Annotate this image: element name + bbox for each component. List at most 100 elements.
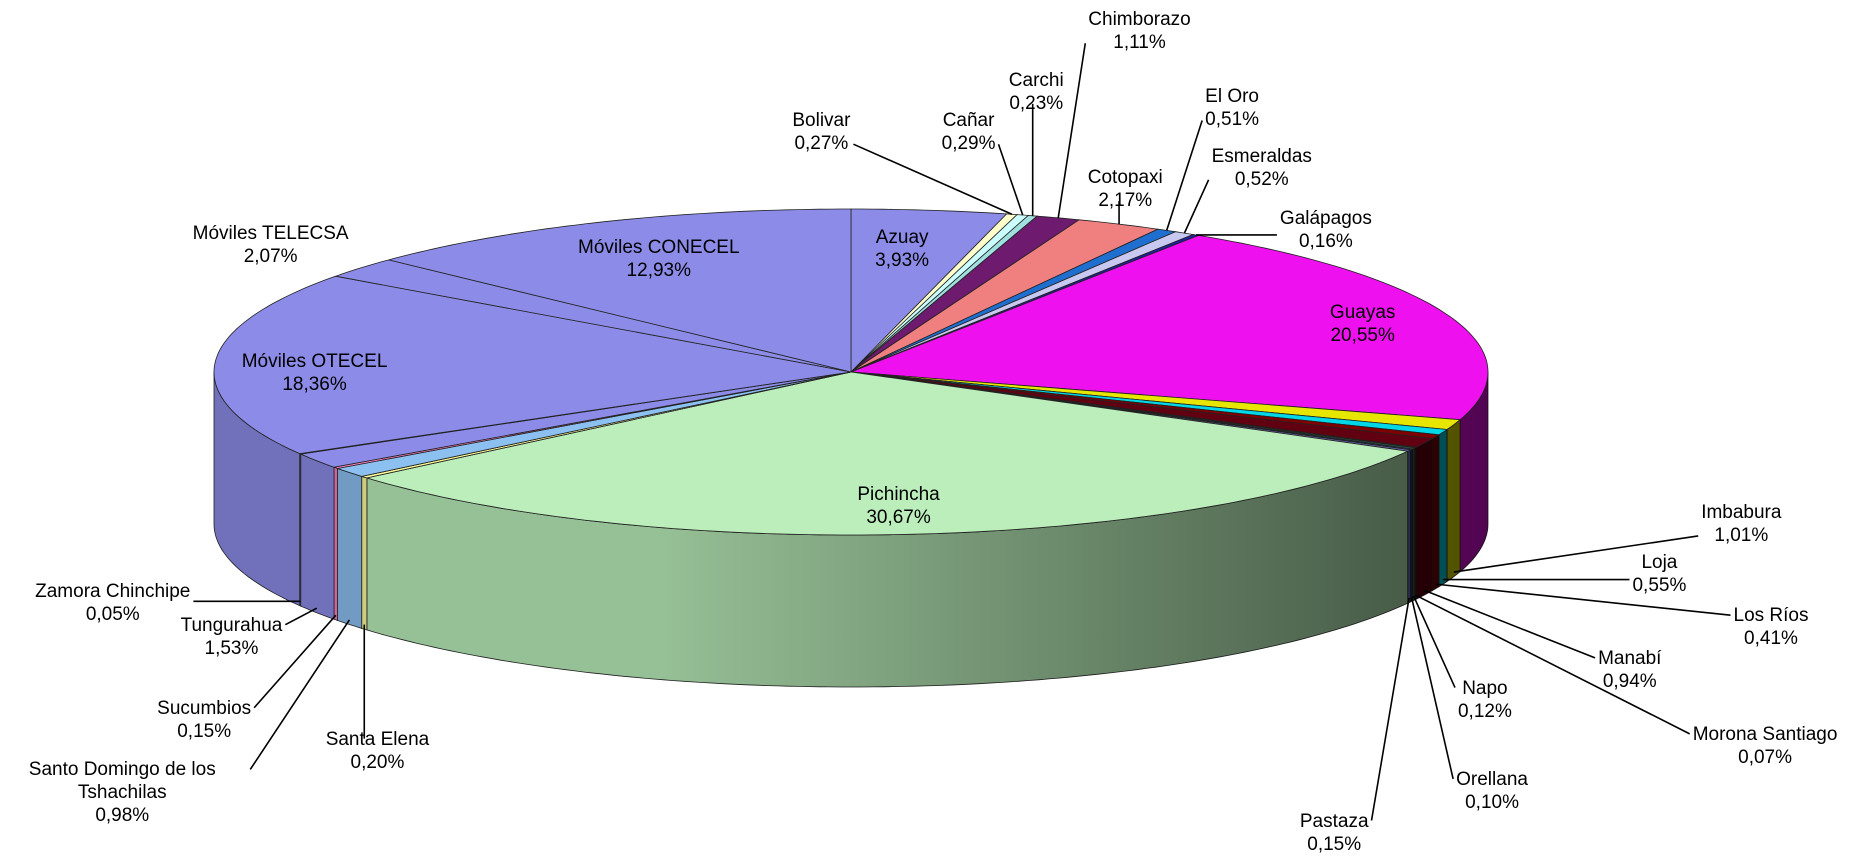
leader-line — [1057, 43, 1087, 218]
pie-slice — [850, 219, 1160, 373]
pie-slice — [299, 371, 852, 468]
slice-value: 1,01% — [1714, 524, 1769, 546]
slice-value: 0,05% — [85, 604, 140, 626]
slice-name: Galápagos — [1279, 207, 1372, 229]
slice-label: El Oro 0,51% — [1205, 85, 1259, 131]
slice-value: 2,07% — [243, 245, 298, 267]
leader-line — [249, 619, 351, 770]
slice-value: 0,55% — [1632, 574, 1687, 596]
leader-line — [1410, 596, 1454, 780]
side-shading — [214, 372, 1488, 687]
slice-label: Napo 0,12% — [1458, 677, 1512, 723]
pie-slice — [365, 371, 1410, 536]
slice-value: 1,11% — [1113, 32, 1166, 54]
slice-label: Santo Domingo de los Tshachilas 0,98% — [0, 758, 247, 827]
slice-label: Sucumbios 0,15% — [157, 697, 251, 743]
pie-slice — [213, 275, 852, 455]
slice-value: 0,20% — [350, 751, 405, 773]
slice-value: 0,10% — [1465, 791, 1519, 813]
slice-name: Manabí — [1598, 647, 1662, 669]
slice-name: Orellana — [1456, 768, 1528, 790]
slice-name: Sucumbios — [157, 697, 252, 719]
slice-name: Móviles TELECSA — [192, 222, 349, 244]
slice-label: Tungurahua 1,53% — [181, 614, 283, 660]
slice-label: Chimborazo 1,11% — [1088, 8, 1190, 54]
slice-name: Azuay — [875, 226, 929, 248]
slice-value: 0,29% — [941, 133, 996, 155]
slice-value: 3,93% — [875, 249, 930, 271]
slice-value: 12,93% — [626, 260, 692, 282]
pie-slice — [334, 259, 852, 373]
slice-label: Bolivar 0,27% — [792, 109, 850, 155]
slice-value: 20,55% — [1330, 325, 1395, 347]
slice-name: Los Ríos — [1733, 605, 1809, 627]
slice-label: Pichincha 30,67% — [857, 483, 939, 529]
slice-label: Loja 0,55% — [1632, 551, 1686, 597]
slice-value: 0,23% — [1009, 92, 1064, 114]
slice-label: Imbabura 1,01% — [1701, 501, 1781, 547]
leader-line — [1424, 589, 1596, 659]
slice-name: Zamora Chinchipe — [35, 581, 191, 603]
slice-name: Napo — [1462, 677, 1508, 699]
leader-line — [1414, 594, 1691, 735]
slice-value: 0,15% — [177, 720, 232, 742]
slice-value: 0,16% — [1298, 230, 1353, 252]
slice-name: Chimborazo — [1088, 9, 1191, 31]
slice-value: 0,15% — [1307, 833, 1362, 855]
pie-slice — [850, 208, 1008, 373]
slice-name: Tungurahua — [180, 614, 283, 636]
slice-value: 0,12% — [1457, 700, 1512, 722]
slice-label: Carchi 0,23% — [1009, 69, 1064, 115]
slice-name: Carchi — [1008, 69, 1064, 91]
slice-name: Esmeraldas — [1211, 145, 1312, 167]
slice-value: 0,07% — [1738, 746, 1792, 768]
slice-label: Orellana 0,10% — [1456, 768, 1528, 814]
slice-value: 0,52% — [1234, 168, 1289, 190]
slice-name: Imbabura — [1701, 501, 1782, 523]
slice-value: 0,51% — [1205, 109, 1260, 131]
slice-name: Cotopaxi — [1087, 167, 1163, 189]
leader-line — [253, 614, 337, 709]
leader-line — [853, 143, 1013, 216]
slice-name: Guayas — [1329, 302, 1396, 324]
slice-label: Cañar 0,29% — [942, 109, 996, 155]
slice-label: Móviles OTECEL 18,36% — [242, 350, 388, 396]
slice-label: Móviles CONECEL 12,93% — [578, 236, 740, 282]
slice-label: Móviles TELECSA 2,07% — [193, 222, 349, 268]
leader-line — [1435, 583, 1731, 616]
leader-line — [1370, 597, 1410, 821]
slice-name: Santa Elena — [325, 728, 430, 750]
slice-name: El Oro — [1205, 86, 1260, 108]
slice-value: 30,67% — [866, 507, 931, 529]
slice-label: Cotopaxi 2,17% — [1088, 166, 1163, 212]
slice-label: Los Ríos 0,41% — [1734, 604, 1809, 650]
slice-name: Pastaza — [1299, 810, 1369, 832]
slice-value: 18,36% — [282, 374, 347, 396]
slice-name: Morona Santiago — [1692, 723, 1838, 745]
slice-value: 1,53% — [204, 637, 259, 659]
slice-label: Azuay 3,93% — [875, 226, 929, 272]
slice-value: 0,94% — [1602, 670, 1657, 692]
slice-label: Morona Santiago 0,07% — [1693, 723, 1838, 769]
leader-line — [1453, 535, 1699, 573]
slice-value: 0,27% — [794, 133, 849, 155]
slice-value: 2,17% — [1098, 190, 1153, 212]
pie-slice — [388, 208, 852, 373]
slice-name: Bolivar — [792, 110, 851, 132]
slice-name: Cañar — [942, 110, 995, 132]
slice-label: Zamora Chinchipe 0,05% — [35, 580, 190, 626]
leader-line — [1183, 179, 1210, 234]
slice-name: Móviles OTECEL — [241, 351, 388, 373]
slice-label: Guayas 20,55% — [1330, 301, 1395, 347]
slice-name: Loja — [1641, 551, 1678, 573]
slice-label: Manabí 0,94% — [1598, 647, 1661, 693]
leader-line — [1412, 595, 1456, 688]
slice-label: Esmeraldas 0,52% — [1212, 145, 1312, 191]
leader-line — [1165, 120, 1203, 231]
slice-name: Santo Domingo de los Tshachilas — [28, 759, 216, 804]
pie-slice — [850, 234, 1489, 421]
slice-value: 0,98% — [95, 805, 150, 827]
slice-value: 0,41% — [1744, 628, 1798, 650]
slice-label: Santa Elena 0,20% — [326, 728, 430, 774]
